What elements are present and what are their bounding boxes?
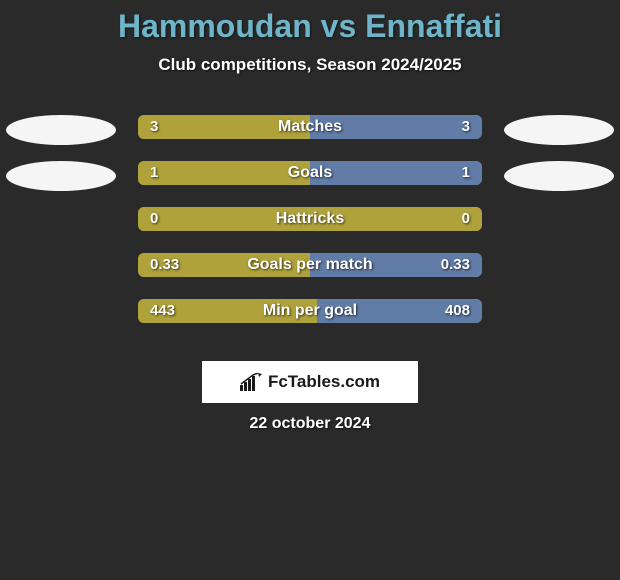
bar-segment-left	[138, 115, 310, 139]
player-left-ellipse	[6, 115, 116, 145]
stat-row: 33Matches	[0, 113, 620, 159]
stat-value-right: 0.33	[441, 256, 470, 273]
player-right-ellipse	[504, 115, 614, 145]
barchart-icon	[240, 373, 262, 391]
stat-value-left: 443	[150, 302, 175, 319]
stat-value-right: 3	[462, 118, 470, 135]
stat-value-right: 408	[445, 302, 470, 319]
subtitle: Club competitions, Season 2024/2025	[0, 55, 620, 75]
bar-segment-left	[138, 207, 482, 231]
bar-segment-right	[310, 115, 482, 139]
stat-bar: 0.330.33Goals per match	[138, 253, 482, 277]
page-title: Hammoudan vs Ennaffati	[0, 8, 620, 45]
stat-value-right: 0	[462, 210, 470, 227]
stat-value-left: 3	[150, 118, 158, 135]
stats-list: 33Matches11Goals00Hattricks0.330.33Goals…	[0, 113, 620, 343]
stat-value-left: 0.33	[150, 256, 179, 273]
bar-segment-left	[138, 161, 310, 185]
stat-row: 443408Min per goal	[0, 297, 620, 343]
stat-bar: 11Goals	[138, 161, 482, 185]
stat-value-left: 0	[150, 210, 158, 227]
bar-segment-right	[310, 161, 482, 185]
logo-text: FcTables.com	[268, 372, 380, 392]
comparison-card: Hammoudan vs Ennaffati Club competitions…	[0, 0, 620, 433]
stat-bar: 443408Min per goal	[138, 299, 482, 323]
stat-row: 11Goals	[0, 159, 620, 205]
player-right-ellipse	[504, 161, 614, 191]
stat-row: 0.330.33Goals per match	[0, 251, 620, 297]
footer-date: 22 october 2024	[0, 415, 620, 433]
stat-bar: 00Hattricks	[138, 207, 482, 231]
stat-row: 00Hattricks	[0, 205, 620, 251]
player-left-ellipse	[6, 161, 116, 191]
stat-value-right: 1	[462, 164, 470, 181]
stat-bar: 33Matches	[138, 115, 482, 139]
stat-value-left: 1	[150, 164, 158, 181]
logo-box[interactable]: FcTables.com	[202, 361, 418, 403]
